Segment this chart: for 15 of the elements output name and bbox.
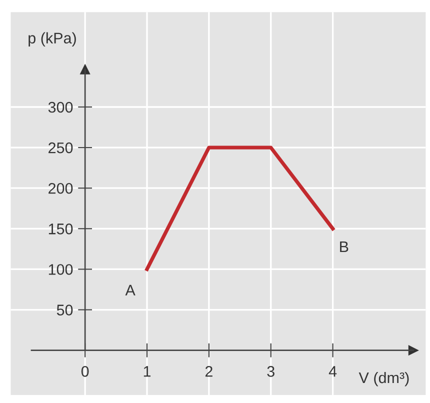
x-tick-label: 4: [328, 366, 337, 377]
annotation: B: [340, 242, 348, 252]
x-axis-title: V (dm³): [358, 372, 409, 386]
y-tick-label: 200: [48, 182, 73, 194]
x-tick-label: 1: [144, 366, 151, 377]
y-axis-title: p (kPa): [28, 32, 76, 47]
x-tick-label: 0: [81, 366, 89, 377]
y-tick-label: 150: [48, 224, 73, 234]
y-tick-label: 100: [48, 264, 73, 275]
x-tick-label: 3: [267, 366, 274, 377]
annotation: A: [125, 284, 136, 296]
y-tick-label: 300: [48, 102, 73, 113]
x-tick-label: 2: [205, 366, 212, 377]
y-tick-label: 50: [56, 304, 73, 316]
y-tick-label: 250: [48, 142, 73, 154]
